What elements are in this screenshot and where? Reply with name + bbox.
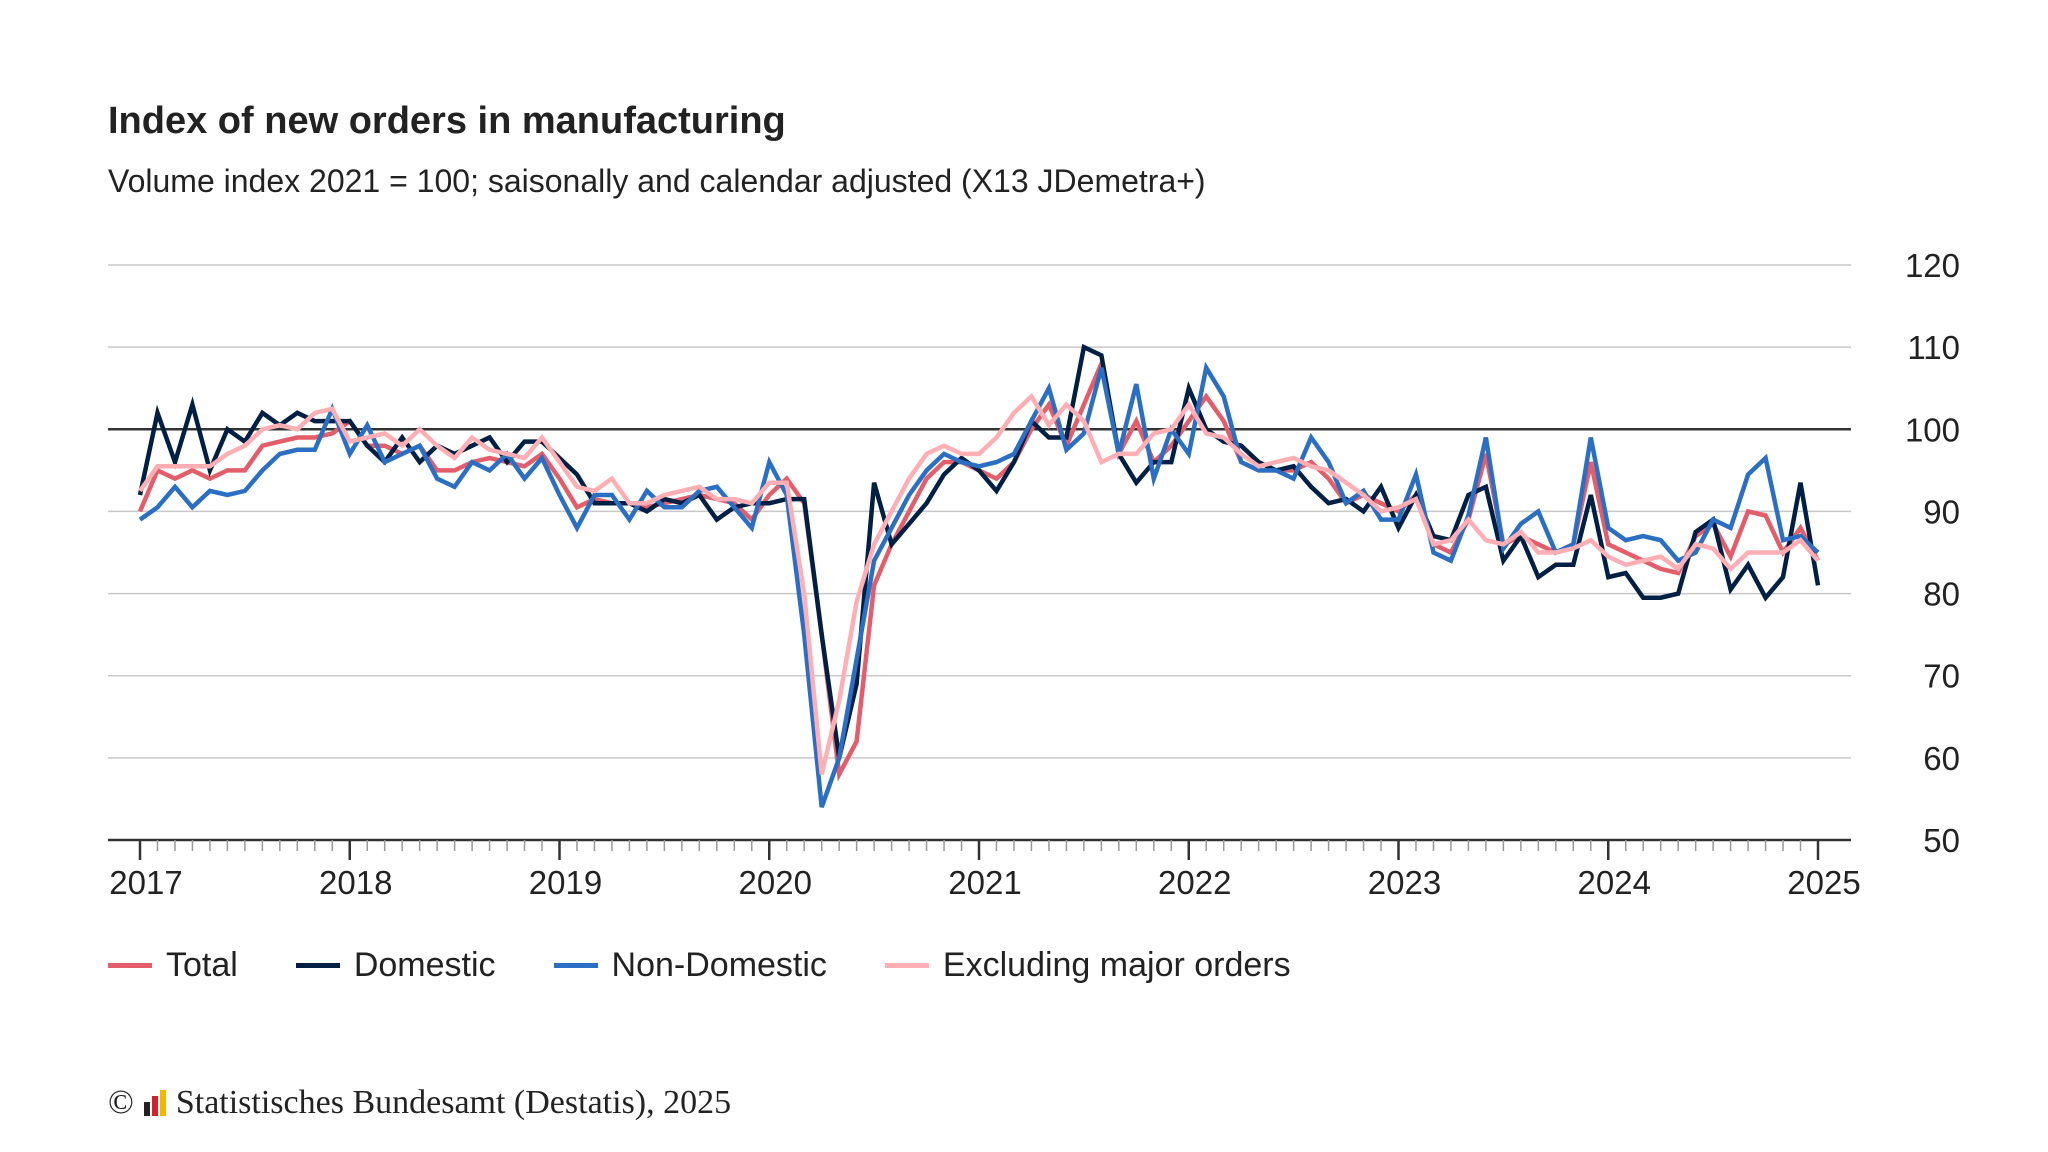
x-tick-label: 2018 [319,864,392,901]
series-line-non-domestic [138,361,1820,808]
legend-label: Total [166,946,238,984]
copyright-symbol: © [108,1084,134,1121]
y-tick-label: 60 [1923,740,1960,777]
legend-label: Excluding major orders [942,946,1291,984]
legend-item-domestic[interactable]: Domestic [295,946,496,985]
series-line-total [137,355,1820,782]
destatis-logo-icon [143,1090,166,1116]
legend-swatch [553,963,598,968]
legend-label: Non-Domestic [611,946,827,984]
legend-item-excluding-major-orders[interactable]: Excluding major orders [884,946,1291,985]
x-tick-label: 2019 [529,864,602,901]
y-tick-label: 120 [1905,247,1960,284]
y-tick-label: 110 [1907,329,1960,366]
chart-title: Index of new orders in manufacturing [108,100,786,142]
legend-item-non-domestic[interactable]: Non-Domestic [553,946,827,985]
legend-swatch [295,963,340,968]
y-axis-tick-labels: 120 110 100 90 80 70 60 50 [1905,247,1960,859]
x-axis: 2017 2018 2019 2020 2021 2022 2023 2024 2025 [108,838,1861,901]
x-tick-label: 2024 [1578,864,1651,901]
y-tick-label: 80 [1923,576,1960,613]
source-footer: © Statistisches Bundesamt (Destatis), 20… [108,1084,731,1122]
series-line-domestic [137,343,1821,759]
y-tick-label: 70 [1923,658,1960,695]
x-tick-label: 2020 [739,864,812,901]
legend: Total Domestic Non-Domestic Excluding ma… [108,946,1291,985]
legend-swatch [108,963,152,968]
source-text: Statistisches Bundesamt (Destatis), 2025 [175,1084,732,1121]
x-tick-label: 2025 [1787,864,1860,901]
y-tick-label: 90 [1923,493,1960,530]
series-lines [137,343,1821,808]
gridlines [108,264,1851,759]
y-tick-label: 100 [1905,411,1960,448]
x-tick-label: 2022 [1158,864,1231,901]
series-line-excluding-major-orders [138,392,1820,775]
x-tick-label: 2023 [1368,864,1441,901]
chart-subtitle: Volume index 2021 = 100; saisonally and … [108,163,1206,199]
legend-swatch [884,963,929,968]
y-tick-label: 50 [1923,822,1960,859]
x-tick-label: 2021 [948,864,1021,901]
x-tick-label: 2017 [109,864,182,901]
legend-label: Domestic [353,946,496,984]
legend-item-total[interactable]: Total [108,946,238,985]
